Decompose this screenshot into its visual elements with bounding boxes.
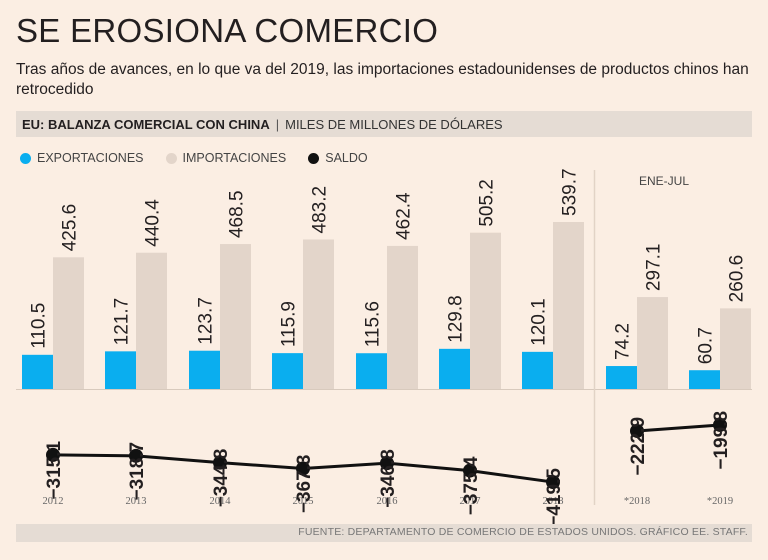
category-label: 2015 [293,496,314,507]
data-label-exports: 120.1 [529,298,550,346]
legend-label-exports: EXPORTACIONES [37,151,144,165]
data-label-balance: −318.7 [127,442,148,501]
data-label-imports: 468.5 [227,190,248,238]
data-label-balance: −367.3 [294,454,315,513]
bar-imports [303,239,334,389]
bar-exports [22,354,53,389]
balance-point [46,447,60,462]
data-label-imports: 425.6 [60,204,81,252]
header-separator: | [275,116,280,132]
balance-point [129,448,143,463]
data-label-imports: 505.2 [477,179,498,227]
bar-exports [522,351,553,389]
data-label-balance: −199.8 [711,411,732,470]
legend: EXPORTACIONES IMPORTACIONES SALDO [20,151,390,165]
data-label-exports: 110.5 [29,303,50,349]
balance-point [213,455,227,470]
category-label: 2012 [43,496,64,507]
bar-exports [272,353,303,389]
data-label-balance: −419.5 [544,468,565,527]
period-label: ENE-JUL [639,174,690,188]
source-text: FUENTE: DEPARTAMENTO DE COMERCIO DE ESTA… [298,526,748,538]
data-label-exports: 74.2 [613,323,634,360]
data-label-exports: 115.9 [279,301,300,347]
data-label-balance: −315.1 [44,441,65,500]
bar-imports [637,297,668,389]
bar-imports [553,222,584,389]
category-label: *2018 [624,496,650,507]
data-label-exports: 115.6 [363,301,384,347]
bar-imports [387,245,418,389]
data-label-exports: 123.7 [196,297,217,345]
category-label: 2017 [460,496,481,507]
data-label-imports: 483.2 [310,186,331,234]
bar-exports [189,350,220,389]
bar-exports [606,366,637,389]
data-label-imports: 440.4 [143,199,164,247]
balance-point [380,456,394,471]
legend-label-imports: IMPORTACIONES [182,151,287,165]
legend-swatch-exports [20,152,31,164]
chart-header-bar: EU: BALANZA COMERCIAL CON CHINA | MILES … [16,111,752,137]
category-label: *2019 [707,496,733,507]
header-title: EU: BALANZA COMERCIAL CON CHINA [22,116,270,132]
category-label: 2018 [543,496,564,507]
header-unit: MILES DE MILLONES DE DÓLARES [285,116,503,132]
data-label-imports: 260.6 [727,255,748,303]
legend-item-imports: IMPORTACIONES [165,151,287,165]
bar-imports [470,232,501,389]
balance-point [463,463,477,478]
source-footer: FUENTE: DEPARTAMENTO DE COMERCIO DE ESTA… [16,524,752,542]
data-label-balance: −375.4 [461,456,482,515]
legend-swatch-balance [308,152,320,164]
bar-imports [720,308,751,389]
data-label-imports: 297.1 [644,244,665,292]
data-label-balance: −222.9 [628,417,649,476]
category-label: 2016 [377,496,398,507]
data-label-balance: −346.8 [378,449,399,508]
balance-point [713,417,727,432]
bar-exports [439,348,470,389]
balance-point [630,423,644,438]
data-label-balance: −344.8 [211,449,232,508]
bar-imports [136,252,167,389]
data-label-imports: 462.4 [394,192,415,240]
category-label: 2013 [126,496,147,507]
balance-line [636,423,721,433]
legend-item-balance: SALDO [308,151,368,165]
bar-exports [105,351,136,389]
data-label-exports: 60.7 [696,327,717,364]
chart-title: SE EROSIONA COMERCIO [16,12,439,49]
chart-subtitle: Tras años de avances, en lo que va del 2… [16,61,749,98]
bar-imports [53,257,84,389]
bar-exports [689,370,720,389]
balance-point [296,461,310,476]
data-label-exports: 121.7 [112,298,133,346]
data-label-exports: 129.8 [446,295,467,343]
category-label: 2014 [210,496,232,507]
legend-label-balance: SALDO [325,151,368,165]
bar-imports [220,244,251,389]
bar-exports [356,353,387,389]
balance-point [546,475,560,490]
data-label-imports: 539.7 [560,168,581,216]
legend-item-exports: EXPORTACIONES [20,151,144,165]
legend-swatch-imports [165,152,177,164]
